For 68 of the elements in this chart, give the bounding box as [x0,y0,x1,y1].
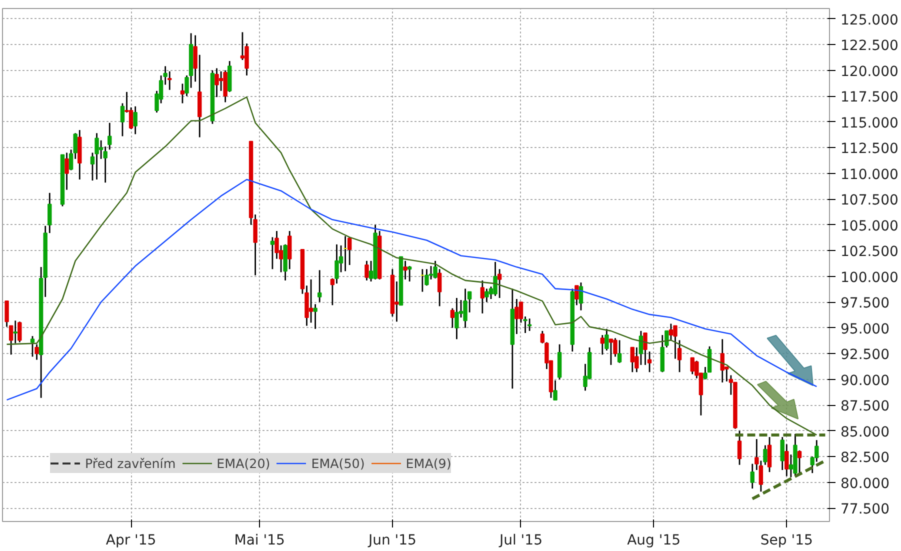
candlestick [403,260,408,280]
y-tick-label: 87.500 [840,398,890,415]
candlestick [133,106,138,135]
candlestick [364,260,369,282]
y-tick-label: 115.000 [840,115,898,132]
candlestick [214,68,219,98]
candlestick [480,280,485,314]
candlestick [463,288,468,329]
y-tick-label: 80.000 [840,476,890,492]
y-tick-label: 125.000 [840,12,898,28]
candlestick [750,463,754,490]
y-tick-label: 77.500 [840,502,890,518]
x-tick-label: Mai '15 [234,532,285,548]
candlestick [13,320,18,344]
candlestick [493,261,498,297]
candlestick [668,323,674,341]
y-tick-label: 122.500 [840,38,898,54]
candlestick [334,244,339,284]
candlestick [673,325,678,360]
candlestick [308,278,314,324]
candlestick [407,265,412,282]
candlestick [94,132,99,180]
candlestick [454,297,459,340]
candlestick [767,436,772,473]
candlestick [677,340,682,373]
x-tick-label: Apr '15 [106,532,156,548]
candlestick [317,269,322,303]
y-tick-label: 107.500 [840,192,898,209]
y-tick-label: 120.000 [840,64,898,80]
y-tick-label: 110.000 [840,166,898,183]
candlestick [737,430,742,466]
candlestick [523,316,528,334]
y-tick-label: 97.500 [840,296,890,312]
candlestick [797,450,802,474]
candlestick [108,122,112,150]
y-tick-label: 95.000 [840,321,890,338]
candlestick [484,288,489,303]
y-tick-label: 90.000 [840,372,890,389]
y-tick-label: 112.500 [840,141,898,158]
candlestick [643,332,648,366]
candlestick [30,335,35,358]
legend-label: EMA(9) [406,456,452,470]
candlestick [617,340,622,364]
legend-label: EMA(50) [311,456,365,470]
y-tick-label: 85.000 [840,424,890,440]
y-tick-label: 92.500 [840,347,890,364]
y-tick-label: 117.500 [840,90,898,106]
x-tick-label: Aug '15 [627,532,681,548]
candlestick [270,236,275,270]
y-tick-label: 100.000 [840,270,898,286]
candlestick [527,318,532,332]
x-tick-label: Jun '15 [367,532,416,548]
y-tick-label: 102.500 [840,244,898,260]
candlestick [553,380,558,401]
x-tick-label: Sep '15 [760,532,813,548]
candlestick [18,320,22,343]
candlestick [608,338,614,366]
x-tick-label: Jul '15 [498,532,542,548]
candlestick [48,192,52,234]
candlestick [64,152,69,190]
legend-label: Před zavřením [85,456,176,470]
candlestick [600,334,605,356]
legend-label: EMA(20) [216,456,270,470]
y-tick-label: 82.500 [840,450,890,466]
y-tick-label: 105.000 [840,218,898,234]
candlestick [313,303,318,330]
candlestick [647,350,652,373]
line-series [6,178,818,401]
